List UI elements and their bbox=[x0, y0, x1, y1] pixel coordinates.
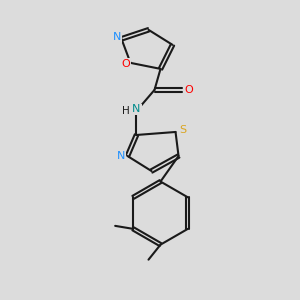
Text: O: O bbox=[122, 59, 130, 69]
Text: N: N bbox=[132, 104, 141, 114]
Text: S: S bbox=[179, 125, 187, 136]
Text: N: N bbox=[117, 151, 125, 161]
Text: H: H bbox=[122, 106, 130, 116]
Text: N: N bbox=[113, 32, 121, 42]
Text: O: O bbox=[185, 85, 194, 95]
